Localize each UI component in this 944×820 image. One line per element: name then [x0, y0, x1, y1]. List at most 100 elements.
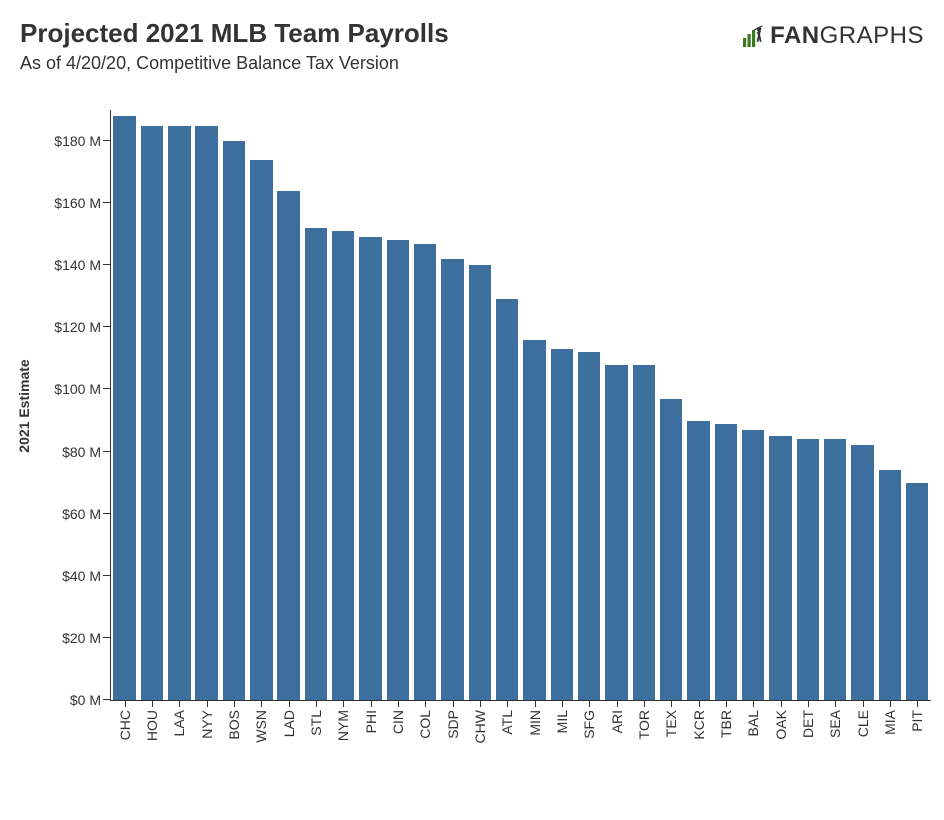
bar — [332, 231, 354, 700]
x-tick-label: OAK — [773, 710, 789, 740]
y-tick-label: $0 M — [70, 692, 101, 708]
bar — [469, 265, 491, 700]
bar — [605, 365, 627, 700]
x-tick-label: LAD — [281, 710, 297, 737]
chart-title: Projected 2021 MLB Team Payrolls — [20, 18, 449, 49]
x-tick — [917, 700, 918, 707]
y-tick — [103, 513, 111, 514]
x-tick — [808, 700, 809, 707]
x-tick — [835, 700, 836, 707]
bar — [359, 237, 381, 700]
x-tick — [617, 700, 618, 707]
bar — [168, 126, 190, 700]
bar-slot: KCR — [685, 110, 712, 700]
y-tick-label: $60 M — [62, 506, 101, 522]
bar-slot: MIA — [876, 110, 903, 700]
bar — [223, 141, 245, 700]
bar — [906, 483, 928, 700]
bar-slot: COL — [412, 110, 439, 700]
x-tick-label: CHW — [472, 710, 488, 743]
chart-area: 2021 Estimate CHCHOULAANYYBOSWSNLADSTLNY… — [20, 110, 924, 701]
x-tick-label: TEX — [663, 710, 679, 737]
bar-slot: NYM — [330, 110, 357, 700]
x-tick — [535, 700, 536, 707]
y-tick-label: $140 M — [54, 257, 101, 273]
y-tick — [103, 388, 111, 389]
bar — [441, 259, 463, 700]
titles: Projected 2021 MLB Team Payrolls As of 4… — [20, 18, 449, 74]
bar-slot: SDP — [439, 110, 466, 700]
x-tick-label: PIT — [909, 710, 925, 732]
y-tick-label: $160 M — [54, 195, 101, 211]
y-tick-label: $100 M — [54, 381, 101, 397]
bar — [113, 116, 135, 700]
y-tick — [103, 202, 111, 203]
bar — [141, 126, 163, 700]
x-tick — [644, 700, 645, 707]
bar — [633, 365, 655, 700]
y-tick — [103, 264, 111, 265]
x-tick-label: SFG — [581, 710, 597, 739]
bar-slot: OAK — [767, 110, 794, 700]
bar-slot: BAL — [740, 110, 767, 700]
y-tick — [103, 326, 111, 327]
x-tick-label: DET — [800, 710, 816, 738]
x-tick — [343, 700, 344, 707]
x-tick — [316, 700, 317, 707]
bar-slot: STL — [302, 110, 329, 700]
fangraphs-icon — [742, 24, 766, 48]
x-tick — [234, 700, 235, 707]
y-tick — [103, 637, 111, 638]
x-tick — [507, 700, 508, 707]
bar-slot: SEA — [822, 110, 849, 700]
x-tick-label: TBR — [718, 710, 734, 738]
bar — [578, 352, 600, 700]
x-tick-label: MIN — [527, 710, 543, 736]
x-tick-label: CHC — [117, 710, 133, 740]
chart-subtitle: As of 4/20/20, Competitive Balance Tax V… — [20, 53, 449, 74]
bar — [879, 470, 901, 700]
bar-slot: SFG — [576, 110, 603, 700]
x-tick — [753, 700, 754, 707]
x-tick-label: BOS — [226, 710, 242, 740]
bar — [797, 439, 819, 700]
bar — [195, 126, 217, 700]
bar-slot: TEX — [658, 110, 685, 700]
x-tick — [671, 700, 672, 707]
y-tick — [103, 140, 111, 141]
x-tick — [699, 700, 700, 707]
bar-slot: TOR — [630, 110, 657, 700]
x-tick-label: ARI — [609, 710, 625, 733]
x-tick-label: MIA — [882, 710, 898, 735]
y-tick — [103, 451, 111, 452]
bar — [551, 349, 573, 700]
y-tick — [103, 699, 111, 700]
x-tick — [371, 700, 372, 707]
y-tick-label: $20 M — [62, 630, 101, 646]
x-tick-label: STL — [308, 710, 324, 736]
bar-slot: HOU — [138, 110, 165, 700]
bar-slot: LAD — [275, 110, 302, 700]
x-tick — [726, 700, 727, 707]
fangraphs-logo: FANGRAPHS — [742, 22, 924, 50]
bar — [715, 424, 737, 700]
bar-slot: MIL — [548, 110, 575, 700]
bar-slot: CHC — [111, 110, 138, 700]
bar — [414, 244, 436, 700]
bar-slot: BOS — [220, 110, 247, 700]
x-tick-label: SDP — [445, 710, 461, 739]
x-tick-label: LAA — [171, 710, 187, 736]
x-tick-label: HOU — [144, 710, 160, 741]
x-tick-label: SEA — [827, 710, 843, 738]
y-tick-label: $80 M — [62, 444, 101, 460]
x-tick — [398, 700, 399, 707]
x-tick — [425, 700, 426, 707]
x-tick-label: CLE — [855, 710, 871, 737]
x-tick — [562, 700, 563, 707]
bars-group: CHCHOULAANYYBOSWSNLADSTLNYMPHICINCOLSDPC… — [111, 110, 931, 700]
header: Projected 2021 MLB Team Payrolls As of 4… — [20, 18, 924, 74]
bar — [250, 160, 272, 700]
x-tick-label: KCR — [691, 710, 707, 740]
x-tick-label: BAL — [745, 710, 761, 736]
y-tick — [103, 575, 111, 576]
